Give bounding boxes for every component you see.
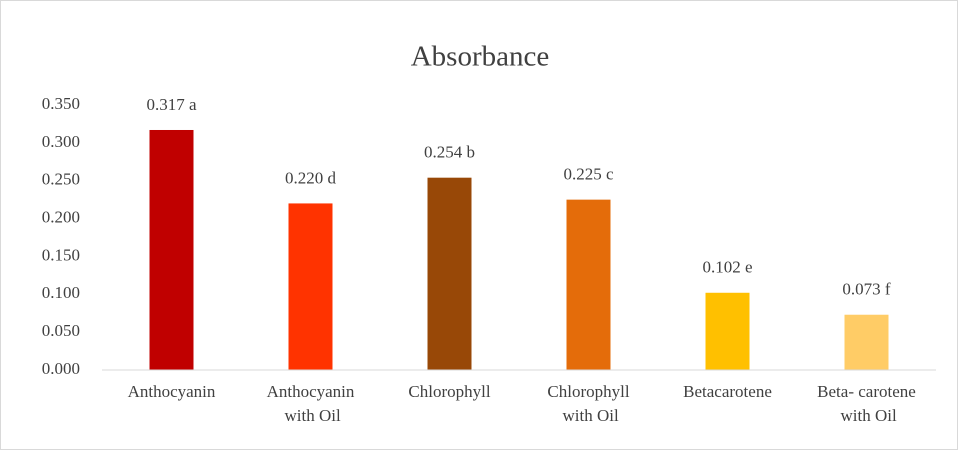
data-label: 0.073 f [842, 280, 891, 299]
bar [566, 199, 611, 370]
x-tick-label: Chlorophyll with Oil [547, 382, 629, 425]
x-tick-label: Anthocyanin [128, 382, 216, 401]
y-tick-label: 0.250 [42, 170, 80, 189]
bar [844, 314, 889, 370]
x-tick-label: Beta- carotene with Oil [817, 382, 916, 425]
data-label: 0.220 d [285, 168, 337, 187]
data-label: 0.317 a [146, 95, 197, 114]
bar [149, 129, 194, 370]
y-tick-label: 0.050 [42, 321, 80, 340]
data-label: 0.102 e [702, 258, 752, 277]
y-tick-label: 0.200 [42, 207, 80, 226]
y-tick-label: 0.000 [42, 359, 80, 378]
bar [705, 292, 750, 370]
x-tick-label: Chlorophyll [408, 382, 490, 401]
chart-title: Absorbance [411, 41, 550, 73]
y-tick-label: 0.150 [42, 245, 80, 264]
bar [288, 203, 333, 370]
data-label: 0.254 b [424, 143, 475, 162]
data-label: 0.225 c [563, 165, 614, 184]
x-tick-label: Anthocyanin with Oil [267, 382, 355, 425]
y-tick-label: 0.100 [42, 283, 80, 302]
x-tick-label: Betacarotene [683, 382, 772, 401]
y-tick-label: 0.300 [42, 132, 80, 151]
y-tick-label: 0.350 [42, 94, 80, 113]
bar [427, 177, 472, 370]
